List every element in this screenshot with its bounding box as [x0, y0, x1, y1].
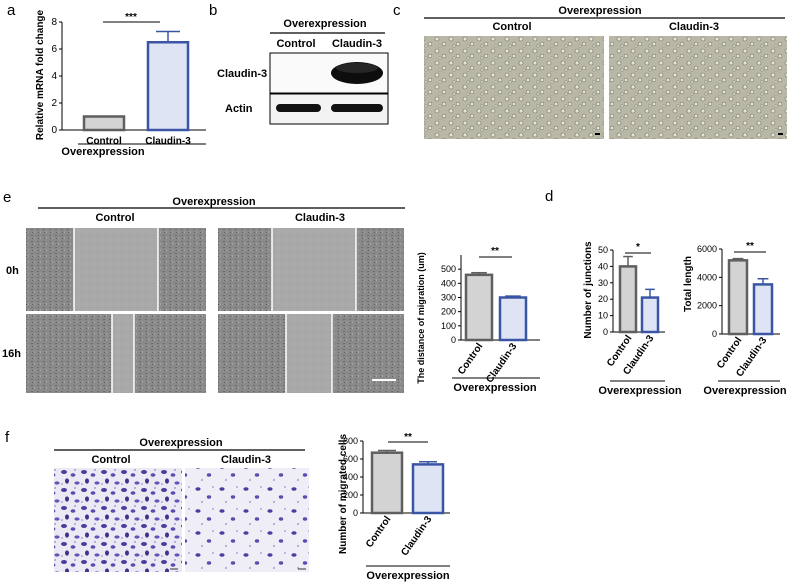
e-col-claudin: Claudin-3: [295, 212, 345, 224]
f-image-claudin: [185, 468, 309, 572]
bar-claudin-3: [640, 296, 660, 334]
panel-letter-a: a: [7, 2, 16, 19]
y-tick-label: 600: [343, 454, 358, 464]
y-tick-label: 40: [598, 261, 608, 271]
blot-row-claudin: Claudin-3: [217, 68, 267, 80]
chart-dr-sig: **: [746, 241, 754, 252]
y-tick-label: 800: [343, 436, 358, 446]
y-tick-label: 0: [603, 327, 608, 337]
chart-migrated-cells: 0 200 400 600 800 Control Claudin-3: [343, 436, 450, 558]
e-image-control-0h: [26, 228, 206, 311]
y-tick-label: 2000: [697, 301, 717, 311]
e-row-16h: 16h: [2, 348, 21, 360]
f-image-control: [54, 468, 182, 572]
e-row-0h: 0h: [6, 265, 19, 277]
panel-letter-e: e: [3, 189, 11, 206]
y-tick-label: 50: [598, 245, 608, 255]
chart-e-sig: **: [491, 246, 499, 257]
bar-control: [618, 265, 638, 334]
y-tick-label: 30: [598, 278, 608, 288]
e-image-claudin-0h: [218, 228, 404, 311]
c-col-control: Control: [492, 21, 531, 33]
chart-a-sig: ***: [125, 12, 137, 23]
blot-lane-claudin: Claudin-3: [332, 38, 382, 50]
chart-f-sig: **: [404, 432, 412, 443]
y-tick-label: 200: [343, 490, 358, 500]
bar-claudin-3: [498, 296, 528, 342]
e-col-control: Control: [95, 212, 134, 224]
y-tick-label: 8: [51, 17, 57, 28]
y-tick-label: 2: [51, 98, 57, 109]
chart-relative-mrna: 0 2 4 6 8 Control Claudin-3: [51, 17, 206, 147]
panel-letter-f: f: [5, 429, 10, 446]
blot-band-actin-control: [276, 104, 321, 112]
bar-control: [370, 451, 404, 515]
bar-claudin-3: [752, 283, 774, 336]
chart-f-ylabel: Number of migrated cells: [338, 434, 349, 554]
y-tick-label: 6000: [697, 244, 717, 254]
y-tick-label: 400: [343, 472, 358, 482]
chart-e-ylabel: The distance of migration (um): [416, 252, 426, 384]
c-image-claudin: [609, 36, 787, 139]
chart-a-ylabel: Relative mRNA fold change: [35, 9, 46, 140]
x-tick-label: Control: [456, 341, 486, 377]
y-tick-label: 0: [353, 508, 358, 518]
y-tick-label: 300: [441, 293, 456, 303]
x-tick-label: Control: [86, 136, 122, 147]
chart-dl-ylabel: Number of junctions: [583, 241, 594, 339]
blot-actin-strip: [269, 93, 389, 125]
x-tick-label: Control: [364, 514, 394, 550]
c-header: Overexpression: [558, 5, 641, 17]
panel-letter-d: d: [545, 188, 553, 205]
bar-control: [727, 259, 749, 336]
y-tick-label: 500: [441, 264, 456, 274]
x-tick-label: Claudin-3: [399, 514, 434, 558]
blot-header: Overexpression: [283, 18, 366, 30]
y-tick-label: 6: [51, 44, 57, 55]
bar-claudin-3: [146, 41, 190, 132]
chart-f-group-label: Overexpression: [366, 570, 449, 582]
c-image-control: [424, 36, 604, 139]
y-tick-label: 100: [441, 321, 456, 331]
y-tick-label: 0: [451, 335, 456, 345]
blot-lane-control: Control: [276, 38, 315, 50]
y-tick-label: 0: [712, 329, 717, 339]
e-header: Overexpression: [172, 196, 255, 208]
chart-dr-group-label: Overexpression: [703, 385, 786, 397]
e-image-control-16h: [26, 314, 206, 393]
y-tick-label: 4000: [697, 272, 717, 282]
y-tick-label: 400: [441, 278, 456, 288]
panel-letter-b: b: [209, 2, 217, 19]
chart-dl-group-label: Overexpression: [598, 385, 681, 397]
bar-control: [464, 273, 494, 342]
bar-control: [82, 115, 126, 132]
c-scale-bar-control: [595, 133, 600, 135]
c-scale-bar-claudin: [778, 133, 783, 135]
bar-claudin-3: [411, 463, 445, 515]
blot-claudin-strip: [269, 52, 389, 94]
y-tick-label: 20: [598, 294, 608, 304]
c-col-claudin: Claudin-3: [669, 21, 719, 33]
y-tick-label: 10: [598, 311, 608, 321]
chart-dl-sig: *: [636, 242, 640, 253]
chart-a-group-label: Overexpression: [61, 146, 144, 158]
x-tick-label: Claudin-3: [145, 136, 191, 147]
chart-e-group-label: Overexpression: [453, 382, 536, 394]
blot-row-actin: Actin: [225, 103, 253, 115]
e-image-claudin-16h: [218, 314, 404, 393]
chart-dr-ylabel: Total length: [683, 256, 694, 312]
y-tick-label: 200: [441, 307, 456, 317]
y-tick-label: 0: [51, 125, 57, 136]
f-header: Overexpression: [139, 437, 222, 449]
blot-band-actin-claudin: [331, 104, 383, 112]
y-tick-label: 4: [51, 71, 57, 82]
f-col-claudin: Claudin-3: [221, 454, 271, 466]
panel-letter-c: c: [393, 2, 401, 19]
f-col-control: Control: [91, 454, 130, 466]
